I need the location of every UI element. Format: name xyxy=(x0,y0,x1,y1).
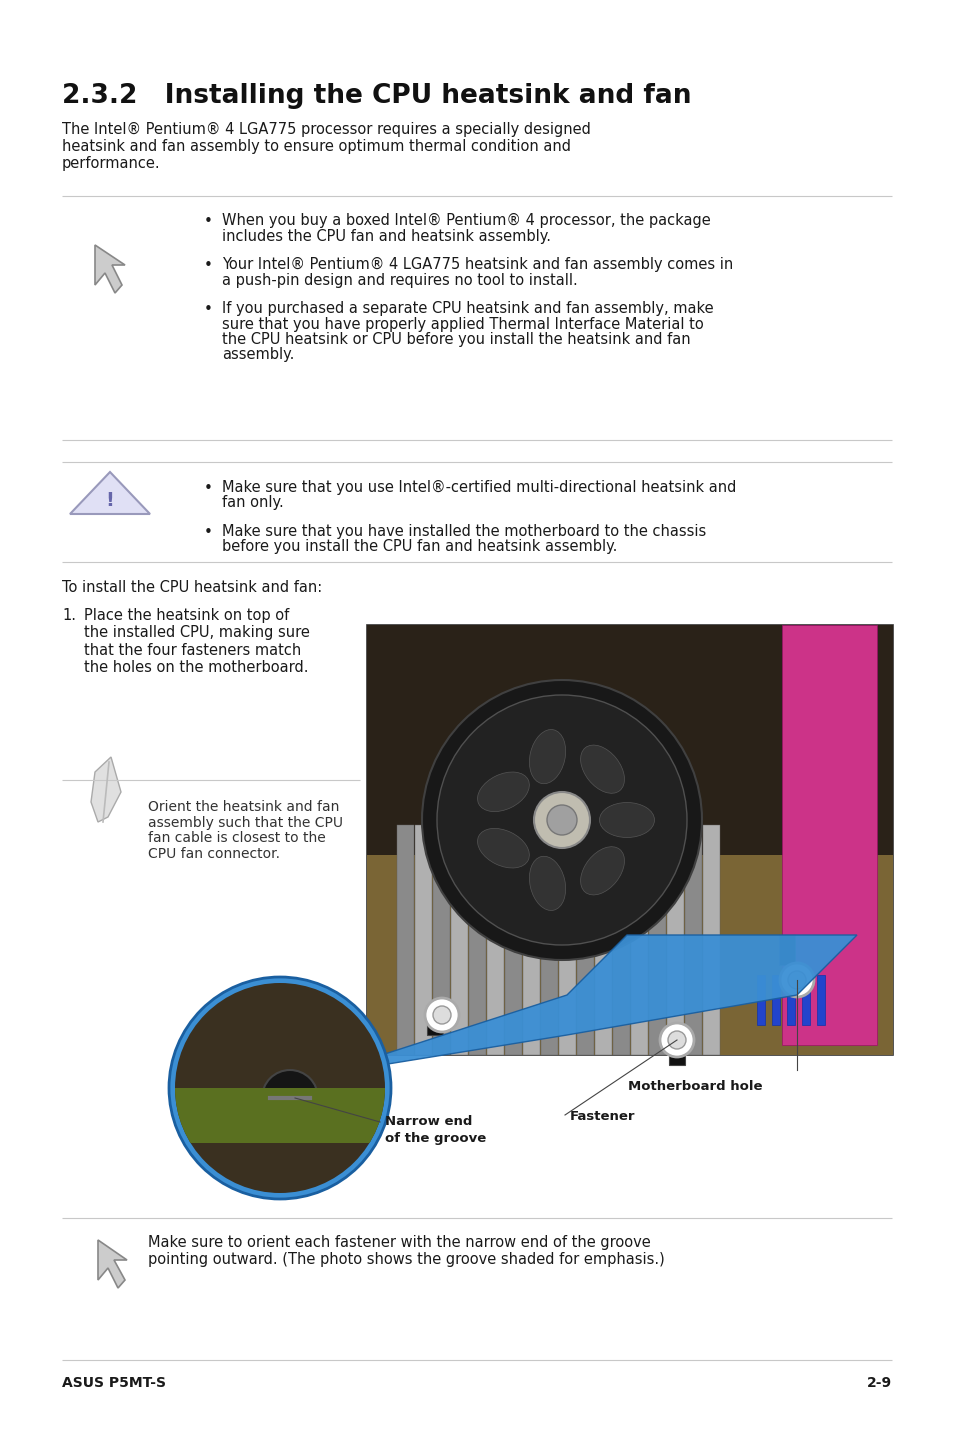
Bar xyxy=(486,825,503,1055)
Text: •: • xyxy=(203,480,213,496)
Text: CPU fan connector.: CPU fan connector. xyxy=(148,847,280,860)
Text: the holes on the motherboard.: the holes on the motherboard. xyxy=(84,660,308,676)
Bar xyxy=(504,825,521,1055)
Bar xyxy=(558,825,576,1055)
Bar xyxy=(396,825,414,1055)
Text: The Intel® Pentium® 4 LGA775 processor requires a specially designed: The Intel® Pentium® 4 LGA775 processor r… xyxy=(62,122,590,137)
Text: before you install the CPU fan and heatsink assembly.: before you install the CPU fan and heats… xyxy=(222,539,617,555)
Bar xyxy=(522,825,539,1055)
Text: •: • xyxy=(203,257,213,273)
Polygon shape xyxy=(319,935,856,1076)
Bar xyxy=(595,825,612,1055)
Bar xyxy=(630,825,647,1055)
Bar xyxy=(684,825,701,1055)
Bar xyxy=(668,1035,684,1066)
Text: Narrow end
of the groove: Narrow end of the groove xyxy=(385,1114,486,1145)
Bar xyxy=(702,825,720,1055)
Bar xyxy=(174,1089,385,1143)
Text: ASUS P5MT-S: ASUS P5MT-S xyxy=(62,1376,166,1391)
Circle shape xyxy=(780,963,813,997)
Circle shape xyxy=(174,984,385,1194)
Text: If you purchased a separate CPU heatsink and fan assembly, make: If you purchased a separate CPU heatsink… xyxy=(222,301,713,316)
Text: Your Intel® Pentium® 4 LGA775 heatsink and fan assembly comes in: Your Intel® Pentium® 4 LGA775 heatsink a… xyxy=(222,257,733,272)
Text: 1.: 1. xyxy=(62,608,76,623)
Bar xyxy=(666,825,683,1055)
Bar xyxy=(613,825,629,1055)
Text: that the four fasteners match: that the four fasteners match xyxy=(84,643,301,659)
Text: assembly.: assembly. xyxy=(222,348,294,362)
Bar xyxy=(816,975,824,1025)
Text: the installed CPU, making sure: the installed CPU, making sure xyxy=(84,626,310,640)
Text: Fastener: Fastener xyxy=(569,1110,635,1123)
Text: the CPU heatsink or CPU before you install the heatsink and fan: the CPU heatsink or CPU before you insta… xyxy=(222,332,690,347)
Bar xyxy=(786,975,794,1025)
Circle shape xyxy=(534,792,589,848)
Text: Make sure to orient each fastener with the narrow end of the groove: Make sure to orient each fastener with t… xyxy=(148,1235,650,1250)
Text: includes the CPU fan and heatsink assembly.: includes the CPU fan and heatsink assemb… xyxy=(222,229,551,243)
Text: performance.: performance. xyxy=(62,155,160,171)
Text: assembly such that the CPU: assembly such that the CPU xyxy=(148,815,343,830)
Bar xyxy=(451,825,468,1055)
Ellipse shape xyxy=(529,729,565,784)
Text: •: • xyxy=(203,525,213,541)
Bar xyxy=(367,626,892,1055)
Bar xyxy=(540,825,558,1055)
Bar xyxy=(433,825,450,1055)
Text: 2.3.2   Installing the CPU heatsink and fan: 2.3.2 Installing the CPU heatsink and fa… xyxy=(62,83,691,109)
Ellipse shape xyxy=(529,856,565,910)
Text: To install the CPU heatsink and fan:: To install the CPU heatsink and fan: xyxy=(62,580,322,595)
Ellipse shape xyxy=(598,802,654,837)
Bar xyxy=(577,825,594,1055)
Bar xyxy=(367,626,892,1055)
Ellipse shape xyxy=(477,828,529,869)
Text: Orient the heatsink and fan: Orient the heatsink and fan xyxy=(148,800,339,814)
Polygon shape xyxy=(98,1240,127,1288)
Polygon shape xyxy=(70,472,150,513)
Circle shape xyxy=(421,680,701,961)
Text: heatsink and fan assembly to ensure optimum thermal condition and: heatsink and fan assembly to ensure opti… xyxy=(62,139,571,154)
Bar xyxy=(757,975,764,1025)
Circle shape xyxy=(667,1031,685,1048)
Bar xyxy=(781,626,876,1045)
Ellipse shape xyxy=(580,745,624,794)
Text: fan only.: fan only. xyxy=(222,496,283,510)
Bar xyxy=(469,825,485,1055)
Bar xyxy=(648,825,665,1055)
Text: •: • xyxy=(203,302,213,316)
Ellipse shape xyxy=(477,772,529,811)
Bar xyxy=(415,825,432,1055)
Bar xyxy=(779,935,794,965)
Circle shape xyxy=(433,1007,451,1024)
Text: Make sure that you use Intel®-certified multi-directional heatsink and: Make sure that you use Intel®-certified … xyxy=(222,480,736,495)
Text: •: • xyxy=(203,214,213,229)
Circle shape xyxy=(424,998,458,1032)
Circle shape xyxy=(787,971,805,989)
Polygon shape xyxy=(91,756,121,823)
Bar xyxy=(427,1005,442,1035)
Text: fan cable is closest to the: fan cable is closest to the xyxy=(148,831,325,846)
Polygon shape xyxy=(95,244,125,293)
Text: a push-pin design and requires no tool to install.: a push-pin design and requires no tool t… xyxy=(222,272,578,288)
Text: sure that you have properly applied Thermal Interface Material to: sure that you have properly applied Ther… xyxy=(222,316,703,332)
Text: pointing outward. (The photo shows the groove shaded for emphasis.): pointing outward. (The photo shows the g… xyxy=(148,1252,664,1267)
Bar xyxy=(771,975,780,1025)
Text: 2-9: 2-9 xyxy=(866,1376,891,1391)
Bar xyxy=(801,975,809,1025)
Text: Make sure that you have installed the motherboard to the chassis: Make sure that you have installed the mo… xyxy=(222,523,705,539)
Circle shape xyxy=(546,805,577,835)
Text: Place the heatsink on top of: Place the heatsink on top of xyxy=(84,608,289,623)
Text: !: ! xyxy=(106,490,114,509)
Bar xyxy=(367,856,892,1055)
Circle shape xyxy=(262,1070,317,1126)
Circle shape xyxy=(436,695,686,945)
Circle shape xyxy=(659,1022,693,1057)
Text: When you buy a boxed Intel® Pentium® 4 processor, the package: When you buy a boxed Intel® Pentium® 4 p… xyxy=(222,213,710,229)
Circle shape xyxy=(169,976,391,1199)
Ellipse shape xyxy=(580,847,624,894)
Text: Motherboard hole: Motherboard hole xyxy=(627,1080,761,1093)
